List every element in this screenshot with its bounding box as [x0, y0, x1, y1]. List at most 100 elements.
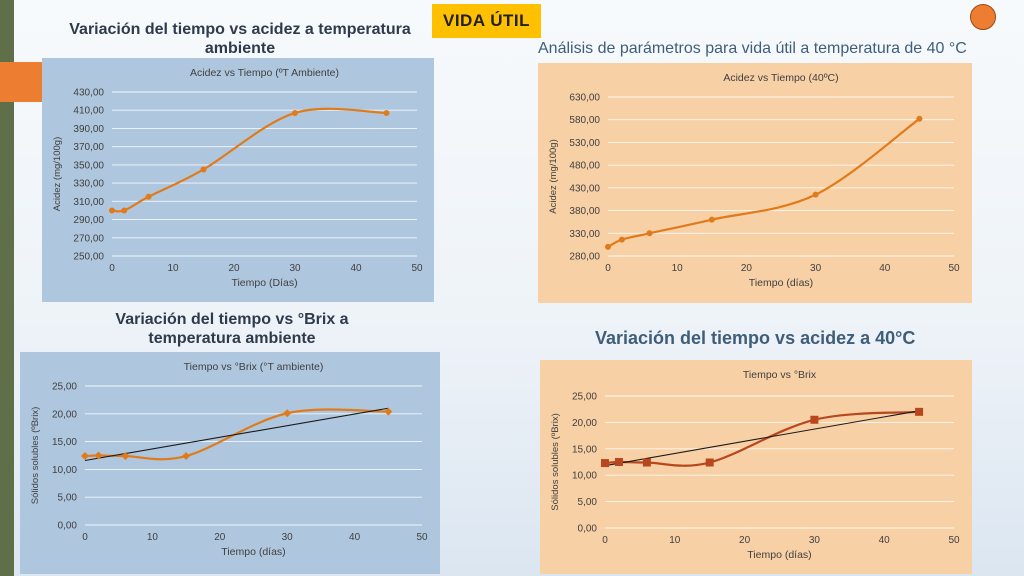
y-tick-label: 5,00 [58, 493, 78, 504]
x-tick-label: 10 [167, 263, 179, 274]
orange-accent-block [0, 62, 42, 102]
data-point [646, 230, 653, 237]
x-tick-label: 50 [411, 263, 423, 274]
x-tick-label: 30 [282, 532, 294, 543]
y-tick-label: 15,00 [52, 437, 77, 448]
x-axis-label: Tiempo (días) [747, 549, 811, 561]
x-tick-label: 40 [879, 535, 891, 546]
data-point [810, 415, 819, 424]
heading-acidez-40c: Variación del tiempo vs acidez a 40°C [595, 328, 916, 348]
x-tick-label: 0 [109, 263, 115, 274]
data-point [145, 193, 152, 200]
trendline [84, 407, 389, 462]
vida-util-badge: VIDA ÚTIL [432, 4, 541, 38]
left-decorative-strip [0, 0, 14, 576]
y-tick-label: 410,00 [73, 106, 104, 117]
chart-title: Tiempo vs °Brix (°T ambiente) [184, 361, 324, 373]
chart-panel-brix-ambiente: 0,00 5,00 10,00 15,00 20,00 25,00 0 10 20 30 40 50 T… [20, 352, 440, 574]
chart-panel-brix-40c: 0,00 5,00 10,00 15,00 20,00 25,00 0 10 20 30 40 50 T… [540, 360, 972, 574]
x-tick-label: 10 [669, 535, 681, 546]
y-axis-label: Sólidos solubles (ºBrix) [30, 407, 41, 504]
y-tick-label: 25,00 [572, 392, 597, 403]
y-tick-label: 270,00 [73, 233, 104, 244]
x-tick-label: 50 [416, 532, 428, 543]
y-tick-label: 250,00 [73, 252, 104, 263]
x-axis-label: Tiempo (Días) [231, 277, 297, 289]
data-point [642, 458, 651, 467]
y-tick-label: 580,00 [569, 115, 600, 126]
y-tick-label: 430,00 [569, 183, 600, 194]
x-tick-label: 30 [809, 535, 821, 546]
y-tick-label: 430,00 [73, 88, 104, 99]
y-tick-label: 310,00 [73, 197, 104, 208]
chart-svg: 250,00 270,00 290,00 310,00 330,00 350,00 370,… [42, 58, 434, 302]
y-tick-label: 530,00 [569, 138, 600, 149]
y-tick-label: 370,00 [73, 142, 104, 153]
chart-background [20, 352, 440, 574]
y-tick-label: 280,00 [569, 252, 600, 263]
chart-background [42, 58, 434, 302]
x-tick-label: 50 [948, 263, 960, 274]
orange-circle-icon [970, 4, 996, 30]
y-tick-label: 5,00 [578, 497, 598, 508]
chart-title: Acidez vs Tiempo (40ºC) [723, 72, 838, 84]
y-tick-label: 20,00 [52, 409, 77, 420]
chart-svg: 0,00 5,00 10,00 15,00 20,00 25,00 0 10 20 30 40 50 T… [20, 352, 440, 574]
chart-title: Acidez vs Tiempo (ºT Ambiente) [190, 67, 339, 79]
chart-title: Tiempo vs °Brix [743, 369, 817, 381]
y-tick-label: 330,00 [569, 229, 600, 240]
x-tick-label: 20 [228, 263, 240, 274]
y-tick-label: 0,00 [58, 521, 78, 532]
y-tick-label: 0,00 [578, 524, 598, 535]
x-tick-label: 10 [147, 532, 159, 543]
data-point [916, 115, 923, 122]
data-point [614, 458, 623, 466]
data-point [292, 109, 298, 116]
chart-svg: 280,00 330,00 380,00 430,00 480,00 530,00 580,… [538, 63, 972, 303]
x-tick-label: 30 [289, 263, 301, 274]
y-tick-label: 330,00 [73, 179, 104, 190]
x-tick-label: 20 [214, 532, 226, 543]
data-point [182, 452, 191, 461]
y-axis-label: Acidez (mg/100g) [52, 137, 63, 211]
x-axis-label: Tiempo (días) [221, 546, 285, 558]
data-point [283, 409, 292, 418]
x-tick-label: 0 [602, 535, 608, 546]
heading-acidez-ambiente: Variación del tiempo vs acidez a tempera… [69, 21, 411, 58]
x-axis-label: Tiempo (días) [749, 277, 813, 289]
y-tick-label: 350,00 [73, 160, 104, 171]
chart-svg: 0,00 5,00 10,00 15,00 20,00 25,00 0 10 20 30 40 50 T… [540, 360, 972, 574]
trendline [604, 410, 920, 467]
chart-background [538, 63, 972, 303]
data-point [94, 451, 103, 460]
data-point [383, 109, 390, 116]
y-tick-label: 25,00 [52, 382, 77, 393]
x-tick-label: 40 [349, 532, 361, 543]
x-tick-label: 20 [739, 535, 751, 546]
data-point [605, 243, 611, 250]
y-tick-label: 290,00 [73, 215, 104, 226]
data-point [618, 236, 625, 243]
data-point [200, 166, 207, 173]
y-tick-label: 15,00 [572, 444, 597, 455]
heading-analisis-40c: Análisis de parámetros para vida útil a … [538, 40, 967, 57]
y-tick-label: 630,00 [569, 93, 600, 104]
data-point [384, 407, 393, 416]
y-axis-label: Sólidos solubles (ºBrix) [550, 413, 561, 510]
x-tick-label: 40 [879, 263, 891, 274]
y-tick-label: 390,00 [73, 124, 104, 135]
data-point [708, 216, 715, 223]
x-tick-label: 40 [350, 263, 362, 274]
data-point [915, 407, 924, 416]
y-axis-label: Acidez (mg/100g) [548, 139, 559, 213]
x-tick-label: 20 [741, 263, 753, 274]
data-point [121, 452, 130, 461]
y-tick-label: 380,00 [569, 206, 600, 217]
x-tick-label: 0 [605, 263, 611, 274]
y-tick-label: 480,00 [569, 161, 600, 172]
heading-brix-ambiente: Variación del tiempo vs °Brix a temperat… [115, 311, 349, 348]
data-point [121, 207, 128, 214]
y-tick-label: 10,00 [572, 471, 597, 482]
x-tick-label: 50 [948, 535, 960, 546]
data-point [109, 207, 115, 214]
